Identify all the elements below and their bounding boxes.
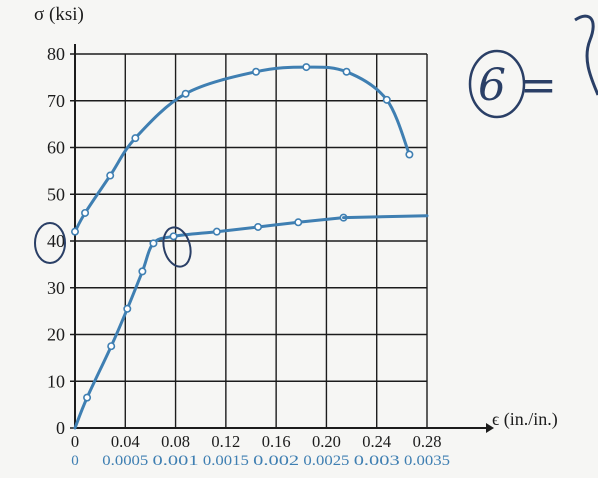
x-top-tick-label: 0 [71, 432, 79, 451]
data-point [138, 267, 147, 276]
handwritten-note: 6 = [478, 60, 557, 111]
x-bottom-tick-label: 0.0035 [404, 453, 450, 469]
data-point [382, 95, 391, 104]
data-point [123, 304, 132, 313]
x-bottom-tick-labels: 0 0.0005 0.001 0.0015 0.002 0.0025 0.003 0.0035 [71, 453, 450, 469]
data-point [81, 208, 90, 217]
x-top-tick-label: 0.24 [362, 432, 391, 451]
data-point [342, 67, 351, 76]
y-tick-label: 0 [56, 418, 65, 438]
data-point [83, 393, 92, 402]
data-point [212, 227, 221, 236]
series [71, 63, 429, 430]
y-tick-label: 40 [47, 231, 65, 251]
handwritten-annotations: 6 = [34, 14, 598, 268]
axes: σ (ksi) ϵ (in./in.) [34, 4, 558, 433]
y-tick-label: 30 [47, 278, 65, 298]
series-line-extension [342, 214, 429, 220]
x-bottom-tick-label: 0.0025 [303, 453, 349, 469]
y-tick-labels: 0 10 20 30 40 50 60 70 80 [47, 44, 75, 438]
x-top-tick-label: 0.08 [161, 432, 190, 451]
x-bottom-tick-label: 0 [71, 453, 79, 469]
data-point [106, 171, 115, 180]
y-tick-label: 70 [47, 91, 65, 111]
grid [75, 53, 428, 428]
x-bottom-tick-label: 0.001 [153, 453, 199, 469]
y-tick-label: 10 [47, 371, 65, 391]
y-axis-label: σ (ksi) [34, 4, 84, 25]
x-bottom-tick-label: 0.0005 [102, 453, 148, 469]
data-point [302, 63, 311, 72]
yield-point-circle [162, 226, 192, 268]
x-top-tick-label: 0.20 [312, 432, 341, 451]
x-bottom-tick-label: 0.003 [354, 453, 400, 469]
x-top-tick-label: 0.28 [413, 432, 442, 451]
data-point [294, 218, 303, 227]
data-point [252, 67, 261, 76]
x-top-tick-label: 0.16 [262, 432, 291, 451]
data-point [149, 239, 158, 248]
data-point [405, 150, 414, 159]
note-scribble [574, 14, 598, 96]
x-axis-label: ϵ (in./in.) [492, 409, 558, 430]
y-tick-label: 20 [47, 325, 65, 345]
series-line-2 [73, 216, 345, 430]
x-bottom-tick-label: 0.0015 [203, 453, 249, 469]
y-tick-label: 50 [47, 184, 65, 204]
note-circle [468, 49, 526, 119]
data-point [169, 232, 178, 241]
series-line-1 [73, 65, 411, 234]
x-top-tick-label: 0.04 [111, 432, 140, 451]
data-point [181, 89, 190, 98]
data-point [254, 222, 263, 231]
y-tick-label: 60 [47, 138, 65, 158]
data-point [71, 227, 80, 236]
y-tick-label: 80 [47, 44, 65, 64]
tick-40-circle [34, 222, 66, 264]
data-point [131, 134, 140, 143]
data-point [107, 342, 116, 351]
x-top-tick-labels: 0 0.04 0.08 0.12 0.16 0.20 0.24 0.28 [71, 432, 442, 451]
x-axis-arrow-icon [486, 423, 494, 433]
x-top-tick-label: 0.12 [211, 432, 240, 451]
x-bottom-tick-label: 0.002 [253, 453, 299, 469]
